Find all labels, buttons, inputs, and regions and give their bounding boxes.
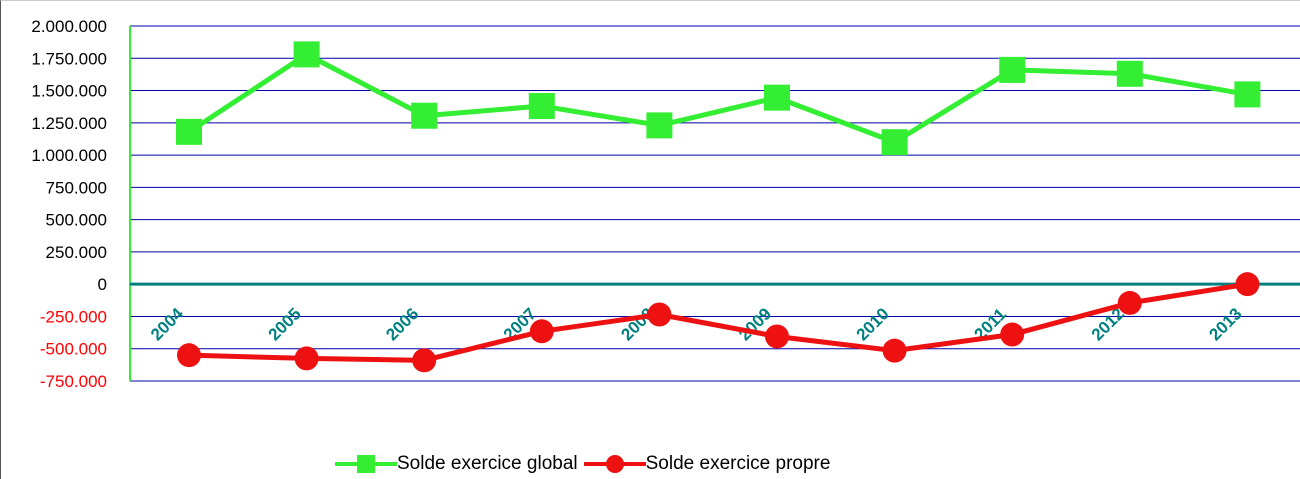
data-point-circle[interactable] <box>647 302 672 327</box>
y-tick-label: -750.000 <box>40 372 107 391</box>
y-tick-label: 0 <box>98 275 107 294</box>
legend-swatch-global <box>335 453 397 475</box>
data-point-circle[interactable] <box>1117 290 1142 315</box>
circle-marker-icon <box>605 455 624 473</box>
y-tick-label: 500.000 <box>46 211 107 230</box>
x-axis-labels: 2004 2005 2006 2007 2008 2009 2010 2011 2012 2013 <box>147 304 1246 345</box>
y-tick-label: 1.750.000 <box>31 49 107 68</box>
data-point-circle[interactable] <box>294 346 319 371</box>
legend-label-global: Solde exercice global <box>397 453 578 474</box>
data-point-square[interactable] <box>646 112 673 139</box>
series-group <box>176 41 1261 373</box>
y-tick-label: 1.250.000 <box>31 114 107 133</box>
data-point-square[interactable] <box>411 102 438 129</box>
y-tick-label: 1.000.000 <box>31 146 107 165</box>
y-tick-label: 1.500.000 <box>31 82 107 101</box>
legend-label-propre: Solde exercice propre <box>645 453 831 474</box>
data-point-square[interactable] <box>1116 60 1143 87</box>
square-marker-icon <box>357 455 375 473</box>
legend-swatch-propre <box>583 453 646 475</box>
y-tick-label: -500.000 <box>40 340 107 359</box>
data-point-circle[interactable] <box>529 319 554 344</box>
data-point-circle[interactable] <box>1000 322 1025 347</box>
data-point-square[interactable] <box>176 118 202 145</box>
data-point-square[interactable] <box>293 41 320 68</box>
y-tick-label: -250.000 <box>40 307 107 326</box>
series-line-global <box>187 51 1248 145</box>
x-tick-label: 2013 <box>1205 304 1245 344</box>
data-point-circle[interactable] <box>882 338 907 363</box>
legend-item-global[interactable]: Solde exercice global <box>335 453 578 475</box>
data-point-circle[interactable] <box>1235 272 1260 297</box>
x-tick-label: 2010 <box>853 304 893 344</box>
y-tick-label: 2.000.000 <box>31 17 107 36</box>
data-point-circle[interactable] <box>765 324 789 349</box>
x-tick-label: 2006 <box>382 304 422 344</box>
x-tick-label: 2004 <box>147 304 188 345</box>
series-line-propre <box>188 281 1248 363</box>
data-point-circle[interactable] <box>177 343 201 368</box>
y-tick-label: 750.000 <box>46 178 107 197</box>
data-point-square[interactable] <box>881 129 908 156</box>
y-tick-label: 250.000 <box>46 243 107 262</box>
gridlines <box>129 25 1300 382</box>
x-tick-label: 2005 <box>265 304 305 344</box>
data-point-square[interactable] <box>764 84 790 111</box>
data-point-square[interactable] <box>528 93 555 120</box>
y-axis-ticks: 2.000.000 1.750.000 1.500.000 1.250.000 1.00… <box>31 17 107 391</box>
legend: Solde exercice global Solde exercice pro… <box>335 452 836 476</box>
data-point-circle[interactable] <box>412 348 437 373</box>
data-point-square[interactable] <box>999 56 1026 83</box>
data-point-square[interactable] <box>1234 81 1261 108</box>
legend-item-propre[interactable]: Solde exercice propre <box>583 453 831 475</box>
